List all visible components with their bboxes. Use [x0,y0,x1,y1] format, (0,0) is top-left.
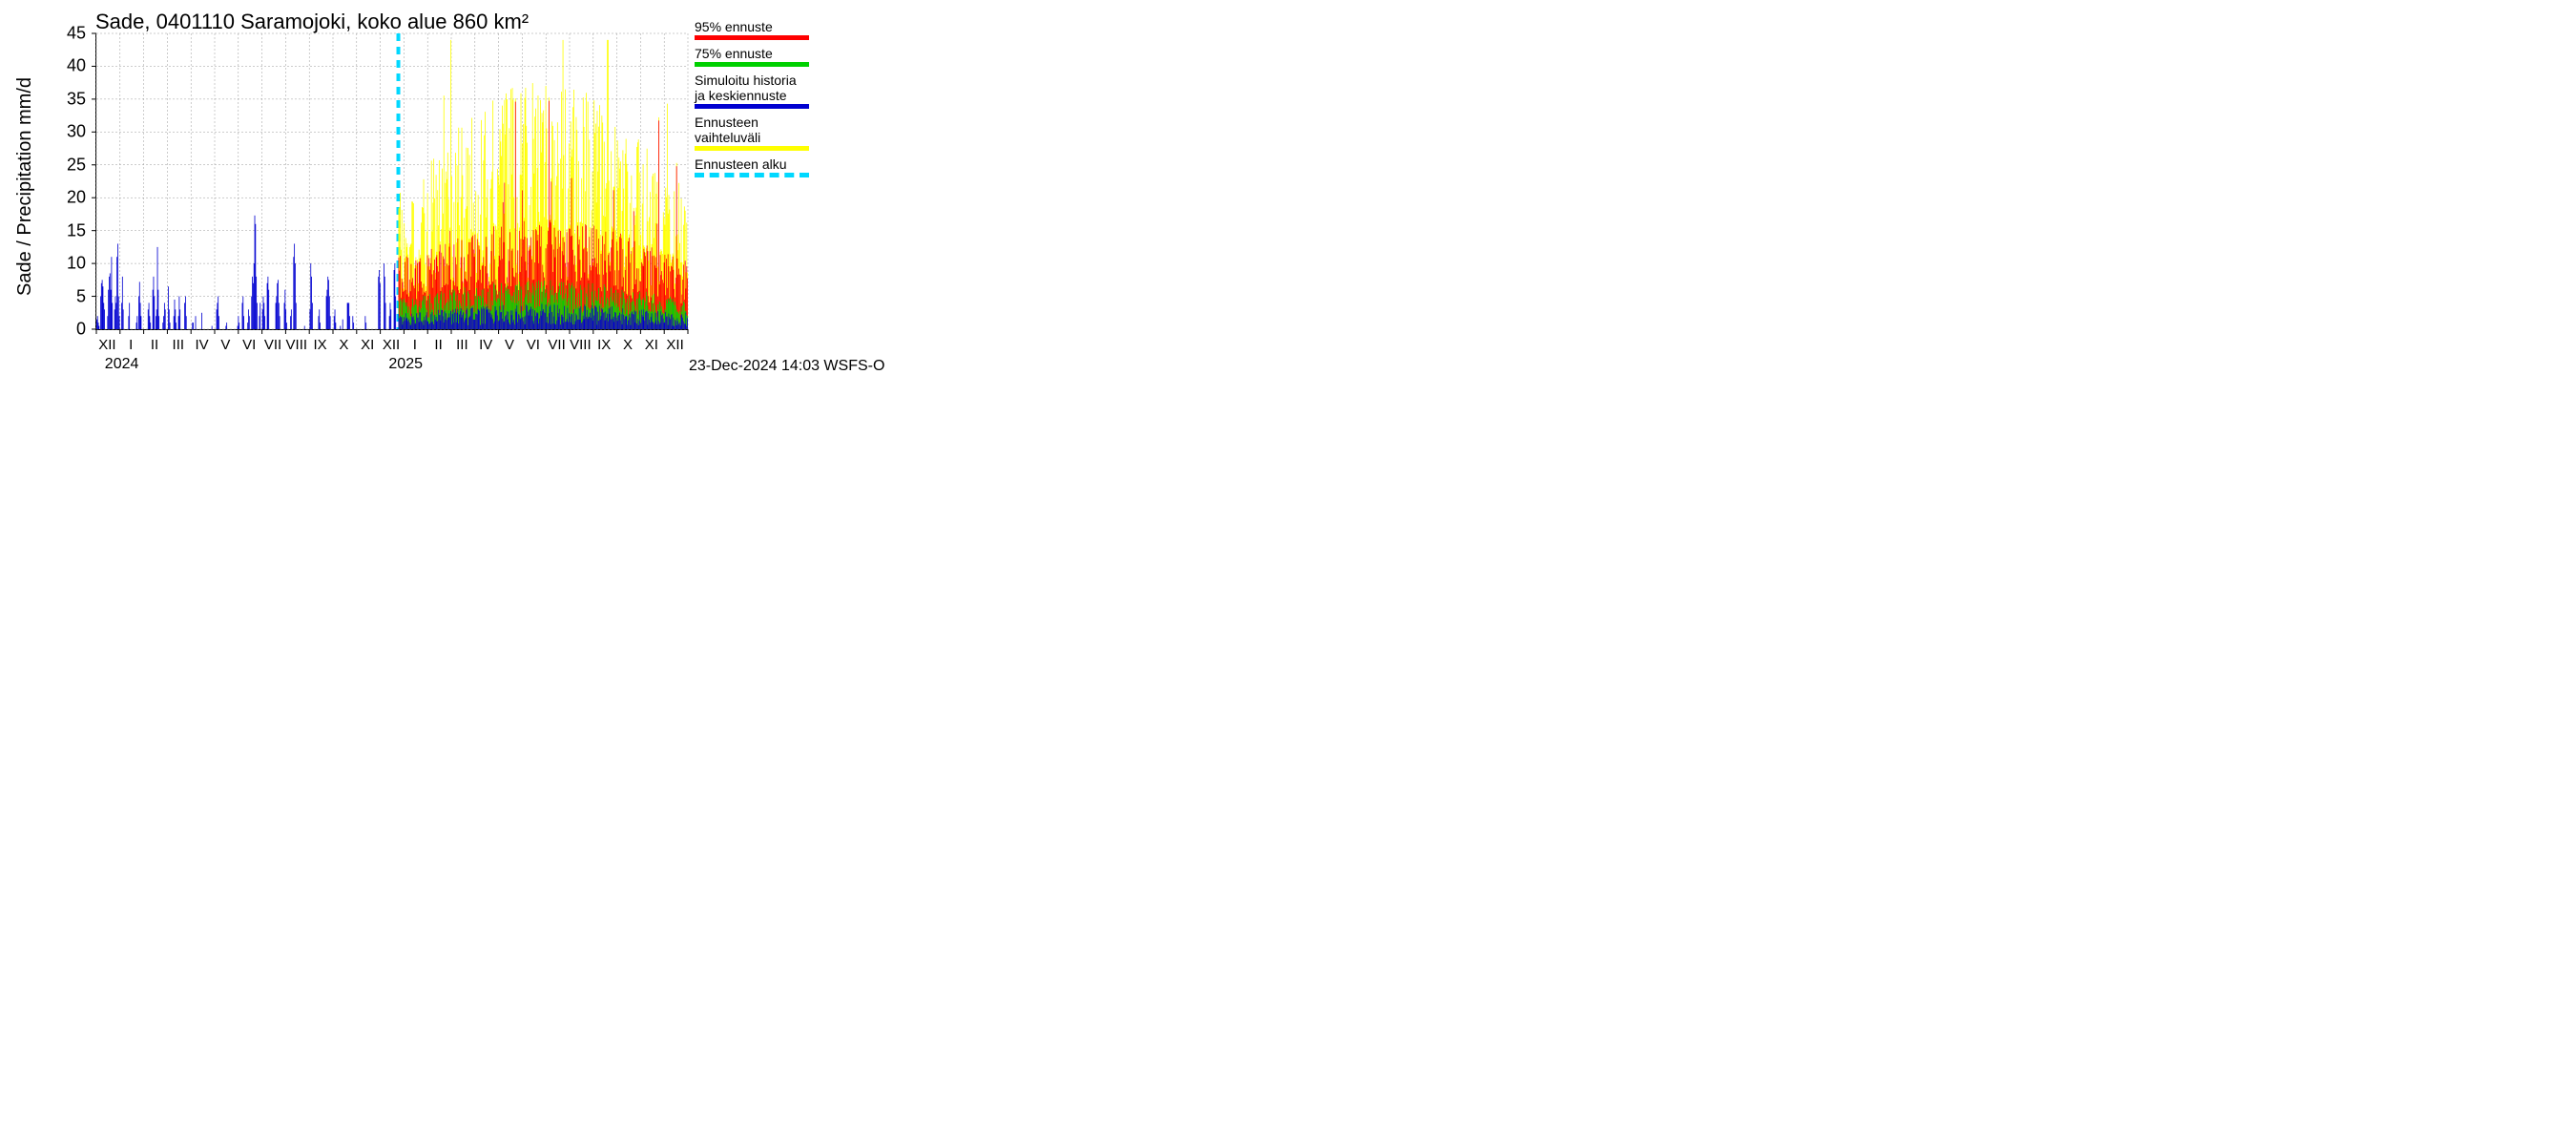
y-tick-label: 25 [67,155,86,175]
x-tick-label: XII [666,337,683,353]
x-tick-label: XII [383,337,400,353]
x-tick-label: VIII [570,337,592,353]
legend-item: Ennusteen alku [695,156,809,177]
x-tick-label: IV [196,337,209,353]
x-tick-label: III [456,337,468,353]
x-tick-label: I [129,337,133,353]
y-axis-label: Sade / Precipitation mm/d [14,77,36,296]
legend-item: 95% ennuste [695,19,809,40]
legend-item: 75% ennuste [695,46,809,67]
y-tick-label: 20 [67,188,86,208]
legend: 95% ennuste 75% ennuste Simuloitu historia… [695,19,809,183]
legend-swatch [695,173,809,177]
y-tick-label: 35 [67,89,86,109]
x-year-label: 2024 [105,356,139,373]
legend-label: 95% ennuste [695,19,809,34]
x-year-label: 2025 [388,356,423,373]
x-tick-label: VI [242,337,256,353]
legend-item: Simuloitu historia ja keskiennuste [695,73,809,109]
legend-label: Ennusteen alku [695,156,809,172]
legend-label: Ennusteen vaihteluväli [695,114,809,145]
x-tick-label: VII [548,337,565,353]
bars-svg [96,33,688,329]
y-tick-label: 15 [67,220,86,240]
x-tick-label: IX [597,337,611,353]
y-tick-label: 0 [76,320,86,340]
x-tick-label: XII [98,337,115,353]
x-tick-label: V [220,337,230,353]
y-tick-label: 45 [67,24,86,44]
x-tick-label: V [505,337,514,353]
x-tick-label: X [623,337,633,353]
legend-swatch [695,35,809,40]
legend-item: Ennusteen vaihteluväli [695,114,809,151]
x-tick-label: XI [361,337,374,353]
x-tick-label: VIII [286,337,308,353]
legend-swatch [695,104,809,109]
x-tick-label: XI [645,337,658,353]
x-tick-label: X [339,337,348,353]
x-tick-label: II [434,337,442,353]
legend-label: Simuloitu historia ja keskiennuste [695,73,809,103]
x-tick-label: VII [264,337,281,353]
x-tick-label: IX [314,337,327,353]
x-tick-label: IV [479,337,492,353]
chart-title: Sade, 0401110 Saramojoki, koko alue 860 … [95,10,529,34]
plot-area [95,33,688,330]
y-tick-label: 10 [67,254,86,274]
legend-swatch [695,62,809,67]
chart-container: Sade, 0401110 Saramojoki, koko alue 860 … [0,0,1431,636]
y-tick-label: 30 [67,122,86,142]
x-tick-label: VI [527,337,540,353]
legend-label: 75% ennuste [695,46,809,61]
x-tick-label: I [413,337,417,353]
footer-timestamp: 23-Dec-2024 14:03 WSFS-O [689,358,884,375]
y-tick-label: 5 [76,286,86,306]
x-tick-label: III [173,337,185,353]
legend-swatch [695,146,809,151]
x-tick-label: II [151,337,158,353]
y-tick-label: 40 [67,56,86,76]
